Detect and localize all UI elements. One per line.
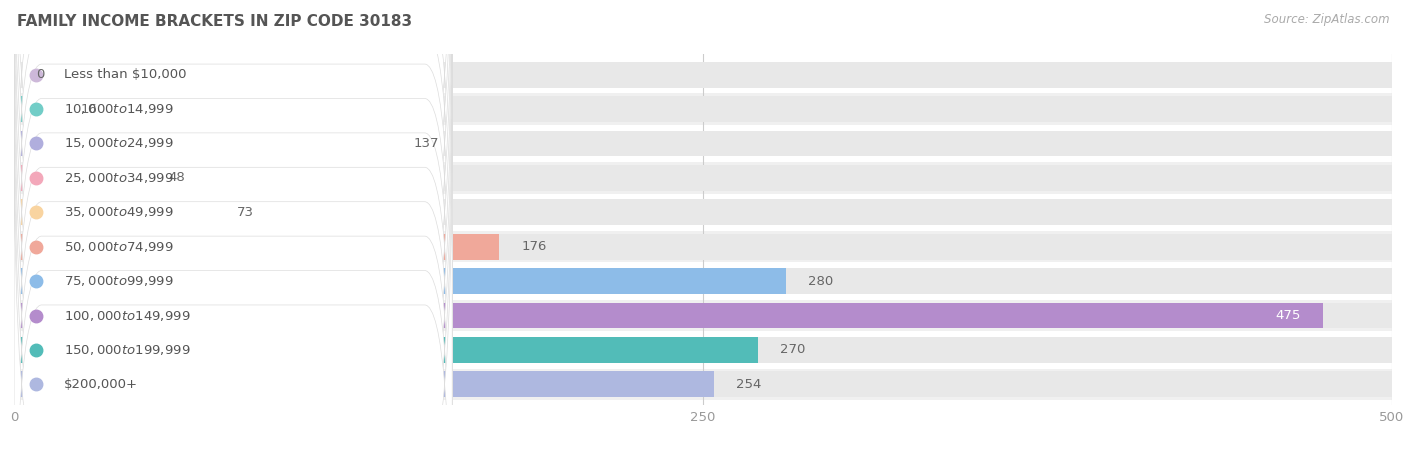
Bar (14, 130, 392, 157)
Text: $75,000 to $99,999: $75,000 to $99,999 (63, 274, 173, 288)
Text: Source: ZipAtlas.com: Source: ZipAtlas.com (1264, 14, 1389, 27)
Text: FAMILY INCOME BRACKETS IN ZIP CODE 30183: FAMILY INCOME BRACKETS IN ZIP CODE 30183 (17, 14, 412, 28)
Text: 280: 280 (807, 274, 832, 288)
Text: $15,000 to $24,999: $15,000 to $24,999 (63, 136, 173, 150)
Text: $150,000 to $199,999: $150,000 to $199,999 (63, 343, 190, 357)
FancyBboxPatch shape (14, 0, 453, 450)
FancyBboxPatch shape (14, 94, 1392, 125)
Bar (14, 371, 1392, 397)
FancyBboxPatch shape (14, 128, 1392, 159)
Text: 270: 270 (780, 343, 806, 356)
Text: 137: 137 (413, 137, 439, 150)
Bar (14, 165, 146, 191)
FancyBboxPatch shape (14, 16, 453, 450)
FancyBboxPatch shape (14, 0, 453, 443)
FancyBboxPatch shape (14, 300, 1392, 331)
Bar (14, 302, 1392, 328)
FancyBboxPatch shape (14, 231, 1392, 262)
FancyBboxPatch shape (14, 0, 453, 408)
Text: 73: 73 (238, 206, 254, 219)
Text: $50,000 to $74,999: $50,000 to $74,999 (63, 240, 173, 254)
Bar (14, 96, 58, 122)
Bar (14, 337, 1392, 363)
Bar (14, 268, 1392, 294)
FancyBboxPatch shape (14, 0, 453, 339)
Text: $35,000 to $49,999: $35,000 to $49,999 (63, 205, 173, 219)
FancyBboxPatch shape (14, 51, 453, 450)
Bar (14, 130, 1392, 157)
Bar (14, 62, 1392, 88)
Text: Less than $10,000: Less than $10,000 (63, 68, 186, 81)
Bar (14, 268, 786, 294)
FancyBboxPatch shape (14, 85, 453, 450)
Bar (14, 96, 1392, 122)
FancyBboxPatch shape (14, 0, 453, 450)
Text: 16: 16 (80, 103, 97, 116)
Text: 0: 0 (37, 68, 45, 81)
Text: $100,000 to $149,999: $100,000 to $149,999 (63, 309, 190, 323)
Bar (14, 234, 1392, 260)
FancyBboxPatch shape (14, 369, 1392, 400)
Text: $25,000 to $34,999: $25,000 to $34,999 (63, 171, 173, 185)
Bar (14, 199, 1392, 225)
Text: $10,000 to $14,999: $10,000 to $14,999 (63, 102, 173, 116)
Bar (14, 234, 499, 260)
Bar (14, 165, 1392, 191)
Text: 176: 176 (522, 240, 547, 253)
Bar (14, 337, 758, 363)
Bar (14, 199, 215, 225)
Bar (14, 371, 714, 397)
FancyBboxPatch shape (14, 266, 1392, 297)
FancyBboxPatch shape (14, 59, 1392, 90)
FancyBboxPatch shape (14, 0, 453, 374)
Bar (14, 302, 1323, 328)
Text: 48: 48 (169, 171, 186, 184)
Text: 254: 254 (737, 378, 762, 391)
Text: 475: 475 (1275, 309, 1301, 322)
Text: $200,000+: $200,000+ (63, 378, 138, 391)
FancyBboxPatch shape (14, 120, 453, 450)
FancyBboxPatch shape (14, 197, 1392, 228)
FancyBboxPatch shape (14, 162, 1392, 194)
FancyBboxPatch shape (14, 334, 1392, 365)
